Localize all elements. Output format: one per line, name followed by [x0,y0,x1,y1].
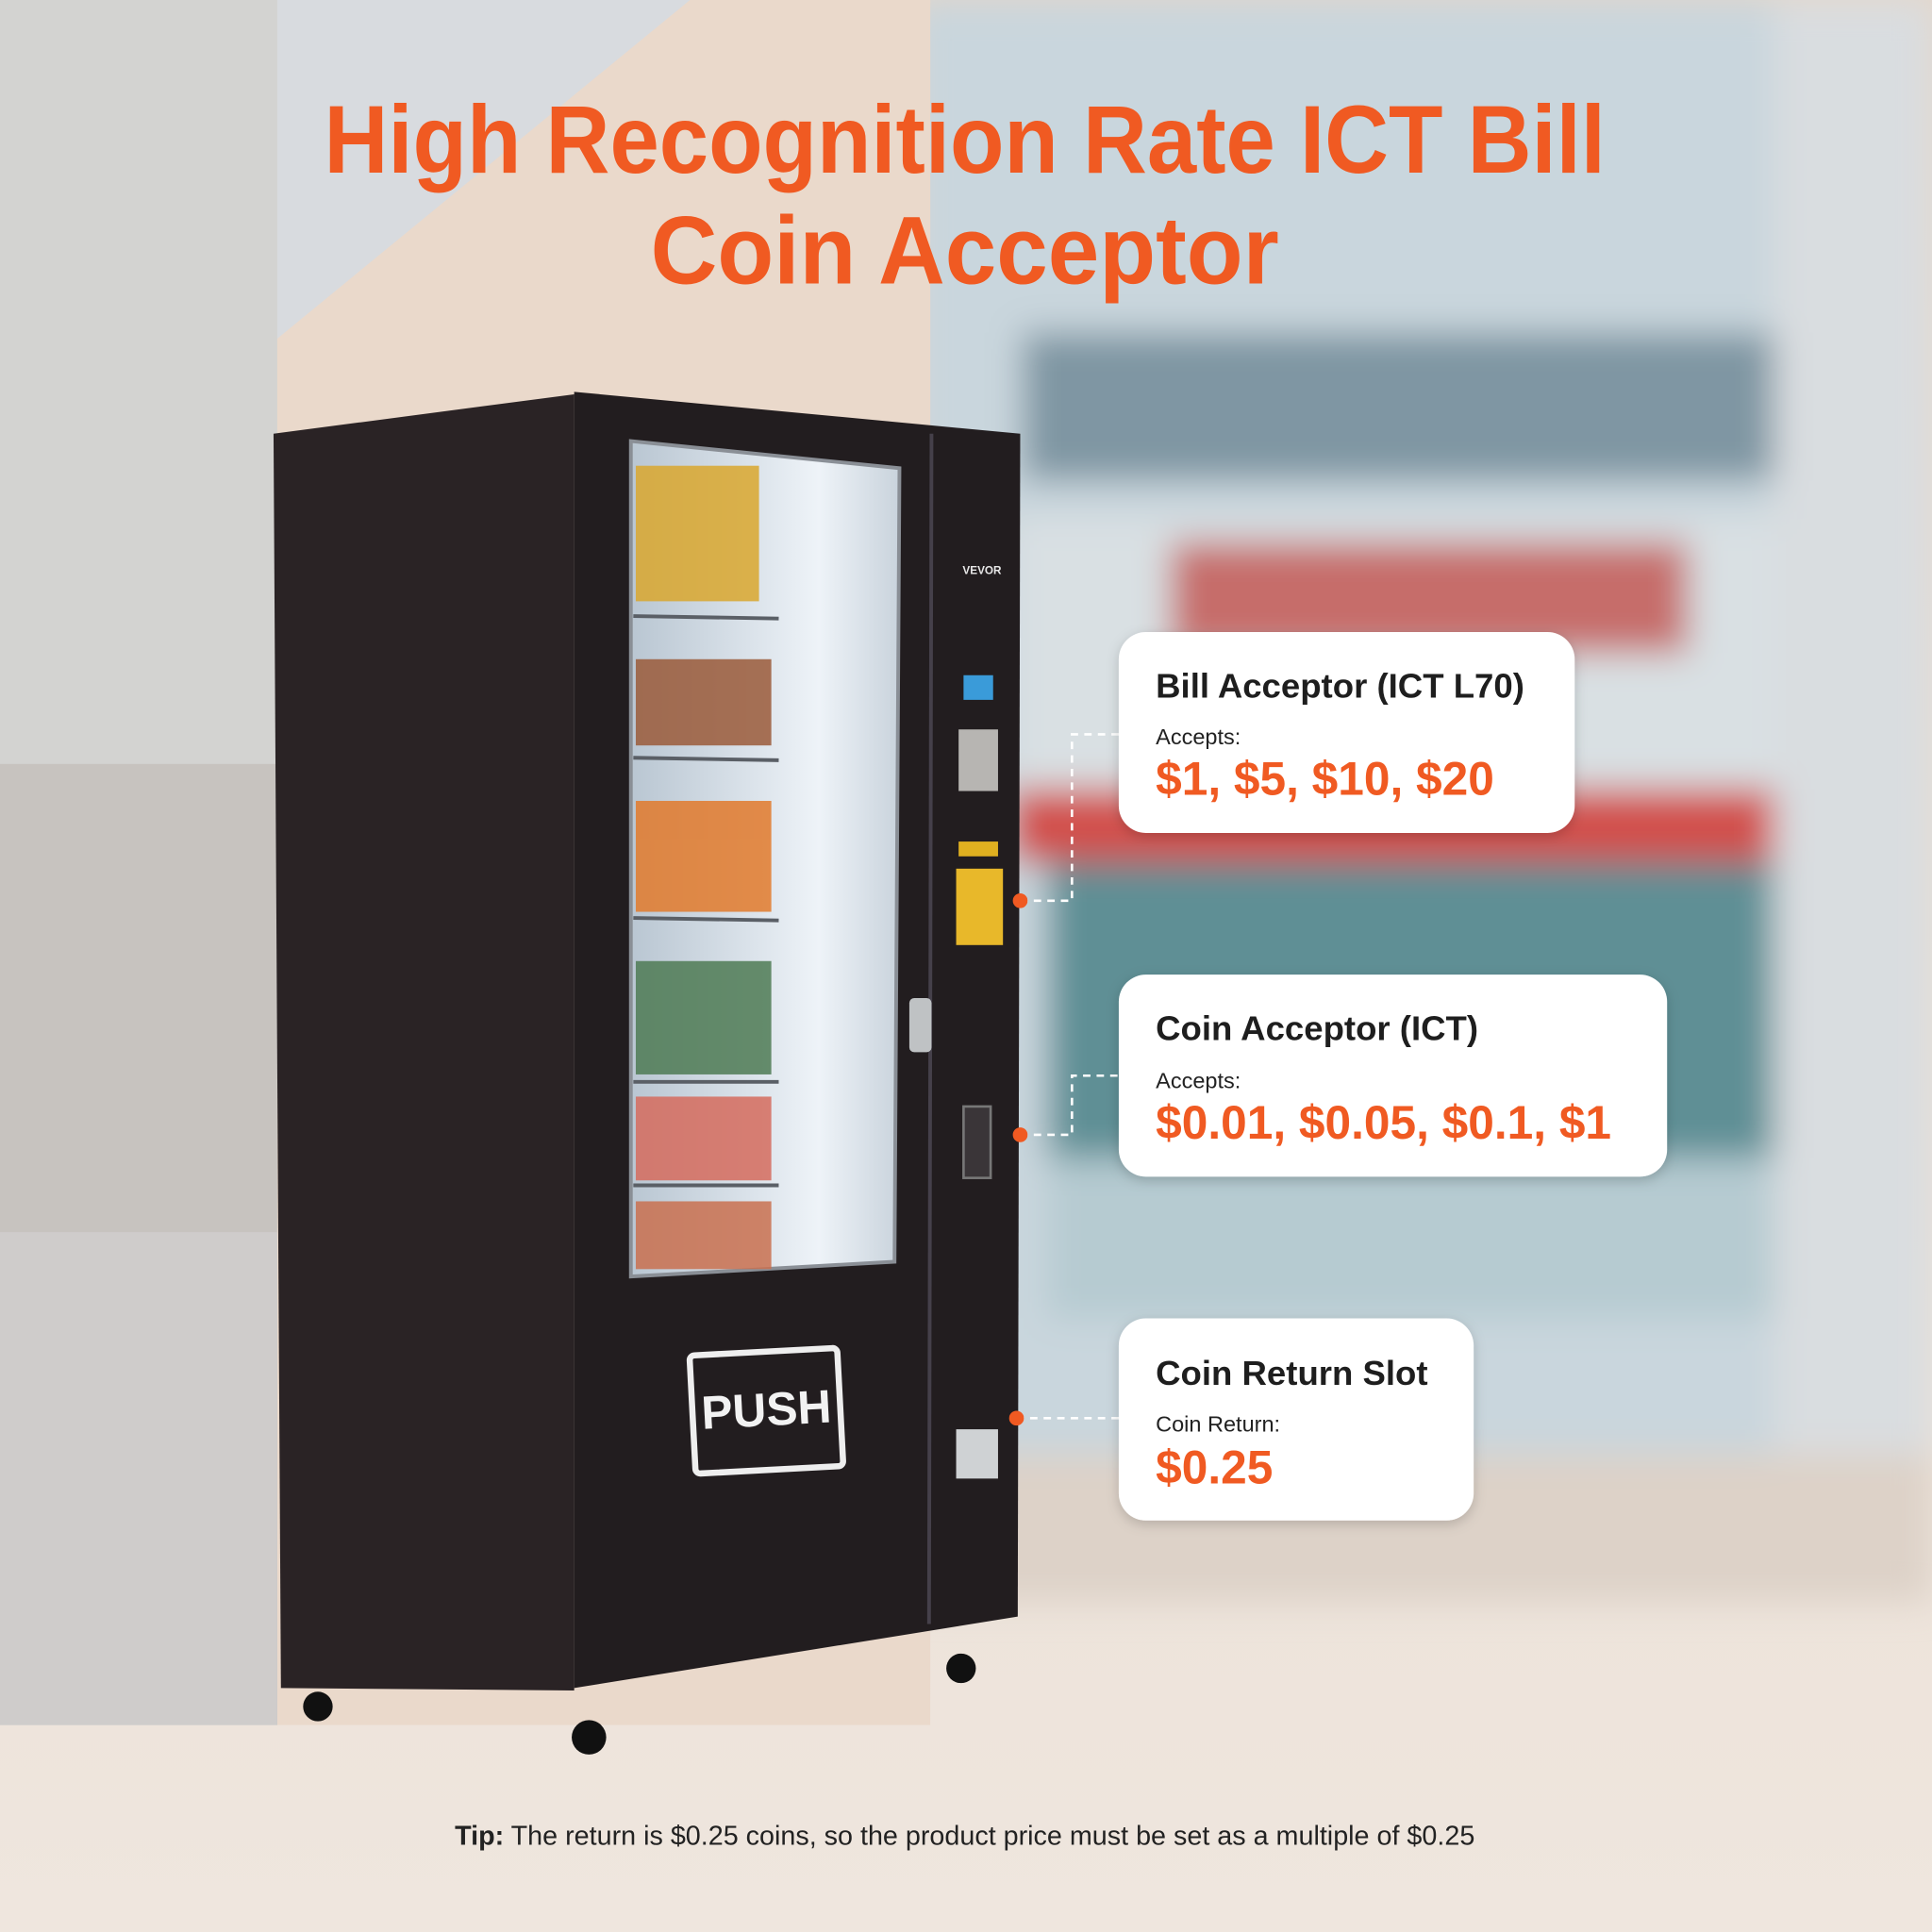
callout-values: $0.01, $0.05, $0.1, $1 [1156,1096,1611,1149]
title-line: Coin Acceptor [651,196,1279,304]
brand-label: VEVOR [962,565,1002,577]
tip-text: The return is $0.25 coins, so the produc… [504,1821,1474,1851]
callout-values: $1, $5, $10, $20 [1156,752,1494,805]
title-line: High Recognition Rate ICT Bill [325,86,1606,193]
callout: Coin Return Slot Coin Return: $0.25 [1118,1318,1474,1521]
tip-label: Tip: [455,1821,504,1851]
callout-caption: Coin Return: [1156,1412,1280,1437]
door-label: PUSH [700,1380,833,1440]
callout-title: Coin Acceptor (ICT) [1156,1008,1478,1047]
callout: Coin Acceptor (ICT) Accepts: $0.01, $0.0… [1118,974,1668,1177]
callout: Bill Acceptor (ICT L70) Accepts: $1, $5,… [1118,632,1575,833]
callout-caption: Accepts: [1156,724,1241,749]
vending-machine: VEVOR PUSH [273,391,1021,1755]
tip: Tip: The return is $0.25 coins, so the p… [455,1821,1474,1851]
connectors [1008,733,1119,1426]
callout-title: Coin Return Slot [1156,1354,1427,1392]
callout-caption: Accepts: [1156,1068,1241,1092]
callout-title: Bill Acceptor (ICT L70) [1156,666,1524,705]
callout-values: $0.25 [1156,1441,1273,1494]
